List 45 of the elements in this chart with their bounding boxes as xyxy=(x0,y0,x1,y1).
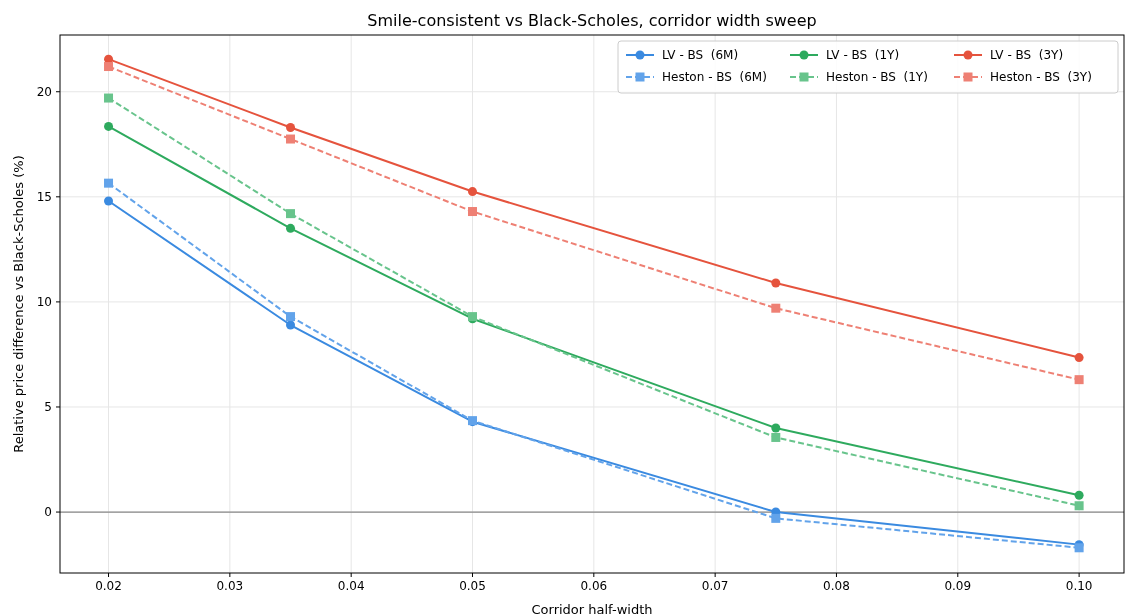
legend-label: Heston - BS (6M) xyxy=(662,70,767,84)
point xyxy=(286,320,296,330)
point xyxy=(468,207,477,217)
y-axis-title: Relative price difference vs Black-Scholes (%) xyxy=(11,155,26,453)
point xyxy=(104,93,114,103)
legend-label: LV - BS (3Y) xyxy=(990,48,1064,62)
y-tick-label: 15 xyxy=(36,189,52,204)
point xyxy=(1074,490,1084,500)
y-tick-label: 0 xyxy=(44,505,52,520)
x-tick-label: 0.04 xyxy=(337,579,365,593)
legend-label: LV - BS (6M) xyxy=(662,48,739,62)
y-tick-label: 20 xyxy=(36,84,52,99)
point xyxy=(104,62,114,72)
y-tick-label: 5 xyxy=(44,399,52,414)
x-tick-label: 0.10 xyxy=(1065,579,1093,593)
x-tick-label: 0.06 xyxy=(580,579,608,593)
x-tick-label: 0.07 xyxy=(701,579,729,593)
legend-label: Heston - BS (3Y) xyxy=(990,70,1092,84)
legend-label: Heston - BS (1Y) xyxy=(826,70,928,84)
point xyxy=(1074,353,1084,363)
point xyxy=(286,134,296,144)
x-tick-label: 0.08 xyxy=(823,579,850,593)
point xyxy=(104,121,114,131)
x-axis-title: Corridor half-width xyxy=(531,602,653,616)
point xyxy=(286,312,296,322)
point xyxy=(286,209,296,219)
point xyxy=(104,178,114,188)
point xyxy=(1074,375,1084,385)
x-tick-label: 0.03 xyxy=(216,579,244,593)
point xyxy=(286,122,296,132)
point xyxy=(771,303,781,313)
point xyxy=(1074,501,1084,511)
x-tick-label: 0.02 xyxy=(95,579,122,593)
point xyxy=(771,513,781,523)
point xyxy=(468,187,477,197)
point xyxy=(771,278,781,288)
x-tick-label: 0.09 xyxy=(944,579,972,593)
point xyxy=(286,223,296,233)
chart-title: Smile-consistent vs Black-Scholes, corridor width sweep xyxy=(367,11,817,30)
point xyxy=(104,196,114,206)
x-tick-label: 0.05 xyxy=(459,579,486,593)
legend-label: LV - BS (1Y) xyxy=(826,48,900,62)
y-tick-label: 10 xyxy=(36,294,52,309)
point xyxy=(771,423,781,433)
point xyxy=(771,432,781,442)
